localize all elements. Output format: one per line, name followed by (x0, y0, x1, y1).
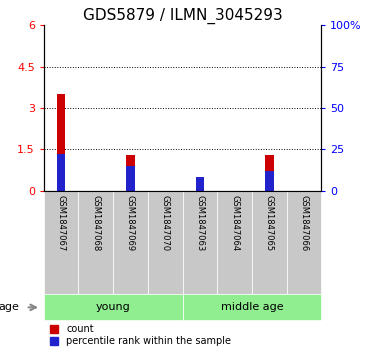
Text: GSM1847068: GSM1847068 (91, 195, 100, 251)
Bar (148, 191, 182, 294)
Bar (113, 191, 148, 294)
Bar (126, 166, 135, 191)
Title: GDS5879 / ILMN_3045293: GDS5879 / ILMN_3045293 (82, 8, 283, 24)
Text: young: young (96, 302, 131, 313)
Text: GSM1847067: GSM1847067 (57, 195, 66, 251)
Bar (78, 191, 113, 294)
Bar (217, 191, 252, 294)
Text: GSM1847063: GSM1847063 (195, 195, 204, 251)
Bar (196, 178, 204, 191)
Bar (252, 191, 287, 294)
Text: GSM1847065: GSM1847065 (265, 195, 274, 251)
Text: GSM1847064: GSM1847064 (230, 195, 239, 251)
Bar (57, 94, 65, 191)
Bar (126, 155, 135, 191)
Text: GSM1847066: GSM1847066 (299, 195, 308, 251)
Text: GSM1847069: GSM1847069 (126, 195, 135, 251)
Bar (265, 171, 273, 191)
Text: age: age (0, 302, 19, 313)
Bar (44, 191, 78, 294)
Bar (182, 191, 217, 294)
Bar (287, 191, 321, 294)
Bar (182, 294, 321, 321)
Bar (196, 185, 204, 191)
Text: middle age: middle age (220, 302, 283, 313)
Bar (57, 154, 65, 191)
Bar (265, 155, 273, 191)
Bar (44, 294, 182, 321)
Legend: count, percentile rank within the sample: count, percentile rank within the sample (49, 323, 232, 347)
Text: GSM1847070: GSM1847070 (161, 195, 170, 251)
